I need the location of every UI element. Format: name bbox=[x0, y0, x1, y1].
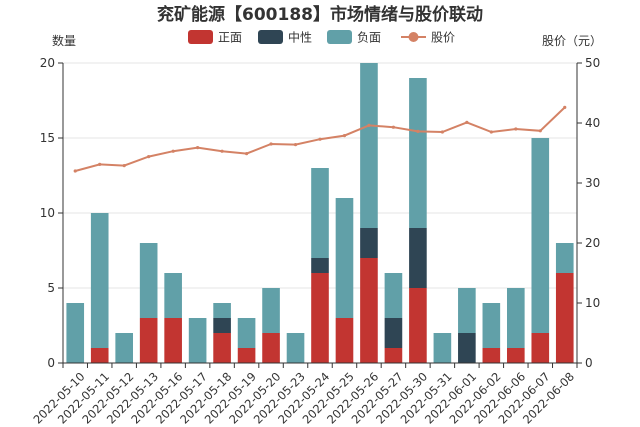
bar-正面-2022-05-20[interactable] bbox=[262, 333, 280, 363]
right-tick-label: 50 bbox=[585, 56, 600, 70]
price-point-2022-06-06[interactable] bbox=[514, 127, 518, 131]
bar-正面-2022-06-06[interactable] bbox=[506, 348, 525, 363]
price-point-2022-05-27[interactable] bbox=[391, 125, 396, 129]
price-point-2022-05-20[interactable] bbox=[269, 142, 273, 146]
bar-正面-2022-06-02[interactable] bbox=[482, 348, 501, 363]
bar-负面-2022-05-18[interactable] bbox=[213, 303, 231, 318]
bar-正面-2022-05-19[interactable] bbox=[237, 348, 256, 363]
legend-label: 中性 bbox=[288, 30, 312, 45]
price-point-2022-05-10[interactable] bbox=[73, 169, 77, 173]
left-tick-label: 5 bbox=[47, 281, 55, 295]
right-tick-label: 0 bbox=[585, 356, 593, 370]
legend[interactable]: 正面 中性 负面 股价 bbox=[188, 30, 455, 45]
price-point-2022-05-31[interactable] bbox=[440, 130, 444, 134]
price-point-2022-05-11[interactable] bbox=[98, 162, 102, 166]
legend-label: 股价 bbox=[431, 31, 455, 45]
left-axis-label: 数量 bbox=[52, 33, 76, 48]
price-point-2022-06-07[interactable] bbox=[538, 129, 542, 133]
price-point-2022-05-25[interactable] bbox=[342, 134, 347, 138]
right-tick-label: 10 bbox=[585, 296, 600, 310]
right-tick-label: 30 bbox=[585, 176, 600, 190]
price-point-2022-06-01[interactable] bbox=[465, 120, 469, 124]
legend-label: 负面 bbox=[357, 31, 381, 45]
bar-负面-2022-05-19[interactable] bbox=[237, 318, 256, 348]
price-point-2022-05-16[interactable] bbox=[171, 149, 175, 153]
left-tick-label: 15 bbox=[40, 131, 55, 145]
legend-marker bbox=[408, 32, 419, 42]
price-point-2022-05-13[interactable] bbox=[147, 155, 151, 159]
price-point-2022-05-30[interactable] bbox=[416, 129, 420, 133]
bar-正面-2022-05-24[interactable] bbox=[311, 273, 329, 363]
bar-负面-2022-05-27[interactable] bbox=[384, 273, 403, 318]
bar-正面-2022-06-08[interactable] bbox=[555, 273, 574, 363]
bar-负面-2022-06-07[interactable] bbox=[531, 138, 550, 333]
legend-swatch bbox=[327, 30, 352, 44]
price-point-2022-05-23[interactable] bbox=[293, 143, 298, 147]
left-tick-label: 10 bbox=[40, 206, 55, 220]
price-line-series bbox=[73, 105, 567, 173]
bar-中性-2022-05-24[interactable] bbox=[311, 258, 329, 273]
legend-item-股价[interactable]: 股价 bbox=[401, 31, 455, 45]
bar-负面-2022-05-25[interactable] bbox=[335, 198, 354, 318]
bar-中性-2022-06-01[interactable] bbox=[458, 333, 476, 363]
legend-item-中性[interactable]: 中性 bbox=[258, 30, 312, 45]
bar-中性-2022-05-27[interactable] bbox=[384, 318, 403, 348]
bar-中性-2022-05-30[interactable] bbox=[409, 228, 427, 288]
bar-正面-2022-05-26[interactable] bbox=[360, 258, 378, 363]
bar-负面-2022-05-11[interactable] bbox=[90, 213, 109, 348]
bar-负面-2022-05-20[interactable] bbox=[262, 288, 280, 333]
right-axis-label: 股价（元） bbox=[542, 34, 602, 48]
price-point-2022-05-26[interactable] bbox=[367, 123, 371, 127]
bar-中性-2022-05-26[interactable] bbox=[360, 228, 378, 258]
price-point-2022-05-12[interactable] bbox=[122, 164, 126, 168]
left-tick-label: 0 bbox=[47, 356, 55, 370]
bar-负面-2022-05-24[interactable] bbox=[311, 168, 329, 258]
bar-正面-2022-06-07[interactable] bbox=[531, 333, 550, 363]
bar-正面-2022-05-11[interactable] bbox=[90, 348, 109, 363]
right-tick-label: 40 bbox=[585, 116, 600, 130]
bar-正面-2022-05-30[interactable] bbox=[409, 288, 427, 363]
bar-负面-2022-05-31[interactable] bbox=[433, 333, 452, 363]
bar-负面-2022-05-12[interactable] bbox=[115, 333, 134, 363]
left-tick-label: 20 bbox=[40, 56, 55, 70]
bar-负面-2022-05-30[interactable] bbox=[409, 78, 427, 228]
bar-正面-2022-05-13[interactable] bbox=[139, 318, 158, 363]
price-point-2022-06-02[interactable] bbox=[489, 130, 493, 134]
bar-负面-2022-06-08[interactable] bbox=[555, 243, 574, 273]
chart-title: 兖矿能源【600188】市场情绪与股价联动 bbox=[157, 4, 483, 25]
price-point-2022-05-17[interactable] bbox=[196, 146, 200, 150]
price-point-2022-05-19[interactable] bbox=[244, 152, 249, 156]
price-point-2022-05-24[interactable] bbox=[318, 137, 322, 141]
bar-正面-2022-05-27[interactable] bbox=[384, 348, 403, 363]
legend-item-负面[interactable]: 负面 bbox=[327, 30, 381, 45]
bar-负面-2022-05-26[interactable] bbox=[360, 63, 378, 228]
bar-正面-2022-05-25[interactable] bbox=[335, 318, 354, 363]
right-tick-label: 20 bbox=[585, 236, 600, 250]
legend-swatch bbox=[188, 30, 213, 44]
price-point-2022-06-08[interactable] bbox=[563, 105, 567, 109]
bar-series bbox=[66, 63, 574, 363]
bar-负面-2022-06-06[interactable] bbox=[506, 288, 525, 348]
price-point-2022-05-18[interactable] bbox=[220, 149, 224, 153]
legend-swatch bbox=[258, 30, 283, 44]
bar-负面-2022-05-17[interactable] bbox=[188, 318, 207, 363]
bar-中性-2022-05-18[interactable] bbox=[213, 318, 231, 333]
bar-负面-2022-05-13[interactable] bbox=[139, 243, 158, 318]
bar-正面-2022-05-16[interactable] bbox=[164, 318, 182, 363]
legend-item-正面[interactable]: 正面 bbox=[188, 30, 242, 45]
bar-负面-2022-05-10[interactable] bbox=[66, 303, 85, 363]
bar-负面-2022-05-23[interactable] bbox=[286, 333, 305, 363]
legend-label: 正面 bbox=[218, 31, 242, 45]
bar-负面-2022-05-16[interactable] bbox=[164, 273, 182, 318]
bar-负面-2022-06-02[interactable] bbox=[482, 303, 501, 348]
bar-正面-2022-05-18[interactable] bbox=[213, 333, 231, 363]
bar-负面-2022-06-01[interactable] bbox=[458, 288, 476, 333]
